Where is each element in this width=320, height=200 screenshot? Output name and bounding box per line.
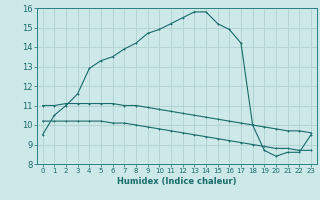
X-axis label: Humidex (Indice chaleur): Humidex (Indice chaleur) [117,177,236,186]
